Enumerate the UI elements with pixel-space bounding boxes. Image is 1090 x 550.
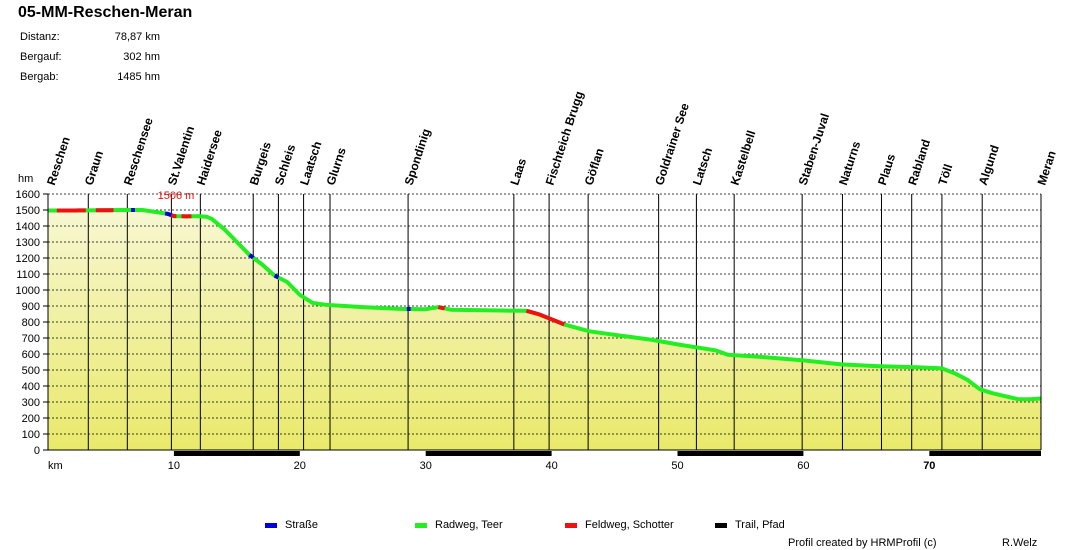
place-label: Laatsch xyxy=(297,139,324,186)
x-tick-label: 70 xyxy=(923,460,935,472)
place-label: Rabland xyxy=(905,138,933,187)
place-label: Algund xyxy=(976,143,1002,187)
y-tick-label: 1600 xyxy=(16,189,40,201)
surface-segment-road xyxy=(273,273,280,280)
distance-value: 78,87 km xyxy=(114,31,160,43)
y-tick-label: 700 xyxy=(22,333,40,345)
x-scale-bar xyxy=(425,451,552,456)
distance-label: Distanz: xyxy=(20,31,60,43)
legend-trail-label: Trail, Pfad xyxy=(735,519,785,531)
y-tick-label: 1000 xyxy=(16,285,40,297)
place-label: Naturns xyxy=(836,139,863,187)
surface-segment-road xyxy=(248,253,255,260)
x-tick-label: 20 xyxy=(294,460,306,472)
place-label: Staben-Juval xyxy=(796,112,832,187)
place-label: Fischteich Brugg xyxy=(543,89,587,187)
place-label: Töll xyxy=(935,162,955,187)
place-label: Meran xyxy=(1035,149,1059,187)
y-tick-label: 200 xyxy=(22,413,40,425)
descent-value: 1485 hm xyxy=(117,71,160,83)
place-label: Reschen xyxy=(44,135,73,187)
y-tick-label: 800 xyxy=(22,317,40,329)
surface-segment-gravel xyxy=(525,308,565,327)
place-label: Laas xyxy=(507,156,529,187)
y-tick-label: 300 xyxy=(22,397,40,409)
credit-text: Profil created by HRMProfil (c) xyxy=(788,537,937,549)
ascent-value: 302 hm xyxy=(123,51,160,63)
surface-segment-gravel xyxy=(437,305,446,311)
legend-paved-label: Radweg, Teer xyxy=(435,519,503,531)
surface-segment-gravel xyxy=(170,213,177,219)
y-axis-label: hm xyxy=(18,173,33,185)
x-scale-bar xyxy=(929,451,1041,456)
y-tick-label: 1400 xyxy=(16,221,40,233)
ascent-label: Bergauf: xyxy=(20,51,62,63)
legend-gravel-swatch xyxy=(565,523,577,528)
place-label: Goldrainer See xyxy=(652,101,692,187)
y-tick-label: 1200 xyxy=(16,253,40,265)
x-tick-label: km xyxy=(48,460,63,472)
place-label: Reschensee xyxy=(121,116,156,187)
y-tick-label: 500 xyxy=(22,365,40,377)
surface-segment-road xyxy=(164,211,173,218)
legend-gravel-label: Feldweg, Schotter xyxy=(585,519,674,531)
y-tick-label: 1300 xyxy=(16,237,40,249)
place-label: Kastelbell xyxy=(728,129,759,187)
x-tick-label: 40 xyxy=(545,460,557,472)
place-label: Glurns xyxy=(324,146,349,187)
place-label: Schleis xyxy=(272,142,298,187)
elevation-area xyxy=(48,210,1041,450)
legend-paved-swatch xyxy=(415,523,427,528)
place-label: St.Valentin xyxy=(165,124,197,187)
x-tick-label: 60 xyxy=(797,460,809,472)
author-text: R.Welz xyxy=(1002,537,1038,549)
place-label: Spondinig xyxy=(402,127,433,187)
legend-trail-swatch xyxy=(715,523,727,528)
descent-label: Bergab: xyxy=(20,71,59,83)
y-tick-label: 600 xyxy=(22,349,40,361)
place-label: Göflan xyxy=(582,146,607,186)
x-tick-label: 30 xyxy=(420,460,432,472)
y-tick-label: 0 xyxy=(34,445,40,457)
x-scale-bar xyxy=(173,451,300,456)
y-tick-label: 1500 xyxy=(16,205,40,217)
y-tick-label: 400 xyxy=(22,381,40,393)
x-tick-label: 10 xyxy=(168,460,180,472)
place-label: Burgeis xyxy=(247,140,274,187)
place-label: Haidersee xyxy=(194,128,225,187)
profile-title: 05-MM-Reschen-Meran xyxy=(18,4,193,21)
place-label: Graun xyxy=(82,149,106,187)
x-tick-label: 50 xyxy=(671,460,683,472)
legend-road-label: Straße xyxy=(285,519,319,531)
y-tick-label: 1100 xyxy=(16,269,40,281)
legend-road-swatch xyxy=(265,523,277,528)
y-tick-label: 100 xyxy=(22,429,40,441)
place-label: Latsch xyxy=(690,146,715,187)
y-tick-label: 900 xyxy=(22,301,40,313)
x-scale-bar xyxy=(677,451,804,456)
place-label: Plaus xyxy=(875,152,898,187)
max-elevation-annotation: 1506 m xyxy=(158,190,195,202)
